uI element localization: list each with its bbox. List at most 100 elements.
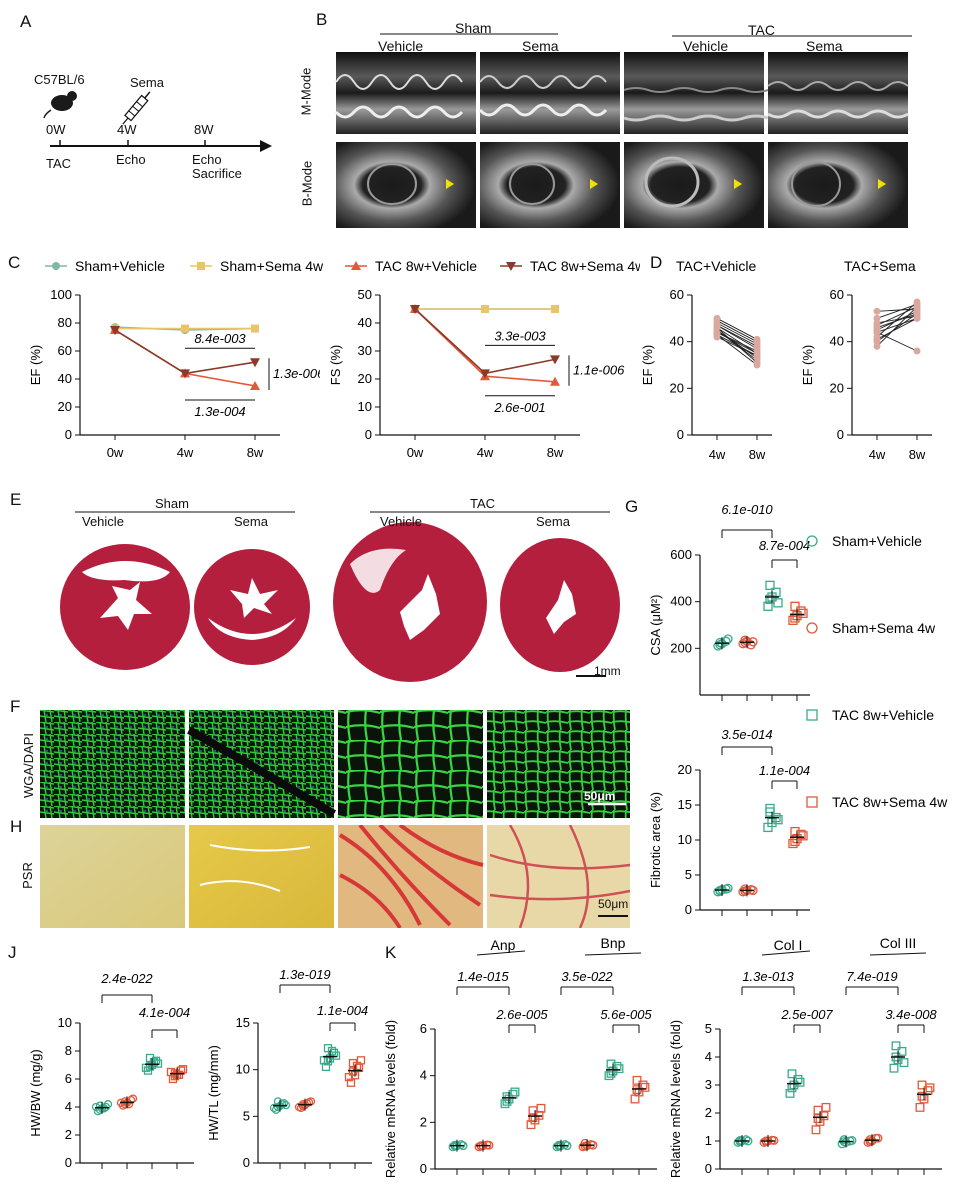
y-tick-label: 40 (358, 315, 372, 330)
p-value: 2.6e-005 (495, 1007, 548, 1022)
y-tick-label: 60 (670, 287, 684, 302)
y-tick-label: 20 (678, 762, 692, 777)
data-point (753, 359, 761, 367)
gene-label: Col I (774, 937, 803, 953)
legend-label: Sham+Vehicle (75, 258, 165, 274)
drug-label: Sema (130, 75, 164, 90)
legend-marker (197, 262, 205, 270)
legend-marker (506, 262, 516, 271)
gene-label: Col III (880, 935, 917, 951)
data-point (250, 358, 260, 368)
psr-sham-vehicle (40, 825, 185, 928)
data-point (713, 331, 721, 339)
legend-marker (52, 262, 60, 270)
gene-label: Anp (491, 937, 516, 953)
mmode-tac-sema (768, 52, 908, 134)
y-tick-label: 10 (236, 1062, 250, 1077)
x-tick-label: 8w (909, 447, 926, 462)
data-point (811, 1125, 821, 1135)
pair-line (716, 324, 758, 347)
y-tick-label: 80 (58, 315, 72, 330)
legend-marker (806, 535, 818, 547)
panel-label-c: C (8, 253, 21, 272)
y-tick-label: 15 (236, 1015, 250, 1030)
y-axis-label: FS (%) (328, 345, 343, 385)
pair-line (876, 313, 918, 343)
legend-g: Sham+Vehicle Sham+Sema 4w TAC 8w+Vehicle TA… (806, 533, 948, 810)
p-value: 3.3e-003 (494, 328, 546, 343)
data-point (790, 601, 800, 611)
heart-tac-header: TAC (470, 496, 496, 511)
y-axis-label: EF (%) (800, 345, 815, 385)
heart-col-vehicle-2: Vehicle (380, 514, 422, 529)
data-point (120, 1100, 130, 1109)
x-tick-label: 4w (477, 445, 494, 460)
data-point (873, 1133, 883, 1143)
data-point (873, 307, 881, 315)
paired-ef-vehicle-chart: TAC+Vehicle 0 20 40 60 EF (%) 4w 8w (640, 258, 772, 462)
chart-title: TAC+Vehicle (676, 258, 756, 274)
wga-images (40, 710, 630, 818)
psr-images (40, 825, 630, 928)
pair-line (716, 329, 758, 359)
y-tick-label: 8 (65, 1043, 72, 1058)
time-8w: 8W (194, 122, 214, 137)
psr-tac-sema (487, 825, 630, 928)
legend-c: Sham+Vehicle Sham+Sema 4w TAC 8w+Vehicle TA… (45, 258, 640, 274)
psr-sham-sema (189, 825, 334, 928)
data-point (765, 580, 775, 590)
heart-sham-sema (194, 549, 310, 665)
fibrosis-scatter-chart: 0 5 10 15 20 Fibrotic area (%) 3.5e-014 1.1e-00… (648, 727, 810, 917)
panel-label-e: E (10, 490, 22, 509)
data-point (787, 1069, 797, 1079)
data-point (763, 601, 773, 611)
y-tick-label: 20 (830, 380, 844, 395)
echo-sham-header: Sham (455, 20, 492, 36)
data-point (580, 1138, 590, 1148)
hw-bw-chart: 0 2 4 6 8 10 HW/BW (mg/g) 2.4e-022 4.1e-004 (28, 971, 194, 1170)
data-point (891, 1041, 901, 1051)
pair-line (876, 315, 918, 324)
y-axis-label: Relative mRNA levels (fold) (670, 1020, 683, 1178)
y-tick-label: 40 (670, 334, 684, 349)
marker-arrow-icon (878, 179, 886, 189)
y-axis-label: Relative mRNA levels (fold) (385, 1020, 398, 1178)
pair-line (716, 334, 758, 357)
y-tick-label: 30 (358, 343, 372, 358)
heart-col-sema-1: Sema (234, 514, 268, 529)
heart-tac-sema (500, 538, 620, 672)
p-value: 1.3e-004 (194, 404, 245, 419)
y-tick-label: 100 (50, 287, 72, 302)
p-value: 7.4e-019 (846, 969, 897, 984)
legend-marker (351, 261, 361, 270)
echo-col-vehicle-2: Vehicle (683, 38, 729, 54)
y-tick-label: 0 (837, 427, 844, 442)
bmode-label: B-Mode (299, 160, 315, 207)
y-tick-label: 600 (670, 547, 692, 562)
data-point (277, 1100, 287, 1109)
event-echo-8w: Echo (192, 152, 222, 167)
data-point (913, 347, 921, 355)
data-point (551, 305, 559, 313)
data-point (865, 1137, 875, 1147)
data-point (269, 1103, 279, 1113)
panel-label-f: F (10, 697, 21, 716)
data-point (536, 1103, 546, 1113)
event-sacrifice: Sacrifice (192, 166, 242, 181)
y-tick-label: 3 (705, 1077, 712, 1092)
p-value: 2.5e-007 (780, 1007, 833, 1022)
event-tac: TAC (46, 156, 72, 171)
panel-label-g: G (625, 497, 639, 516)
pair-line (716, 317, 758, 340)
data-point (713, 324, 721, 332)
p-value: 3.5e-022 (561, 969, 613, 984)
x-tick-label: 4w (177, 445, 194, 460)
ef-line-chart: 0 20 40 60 80 100 EF (%) 0w 4w 8w 8.4e-003 1.3e-004… (28, 287, 320, 460)
p-value: 1.3e-019 (279, 967, 330, 982)
y-tick-label: 5 (243, 1108, 250, 1123)
data-point (798, 608, 808, 618)
data-point (798, 831, 808, 841)
heart-col-vehicle-1: Vehicle (82, 514, 124, 529)
data-point (821, 1102, 831, 1112)
y-tick-label: 0 (243, 1155, 250, 1170)
